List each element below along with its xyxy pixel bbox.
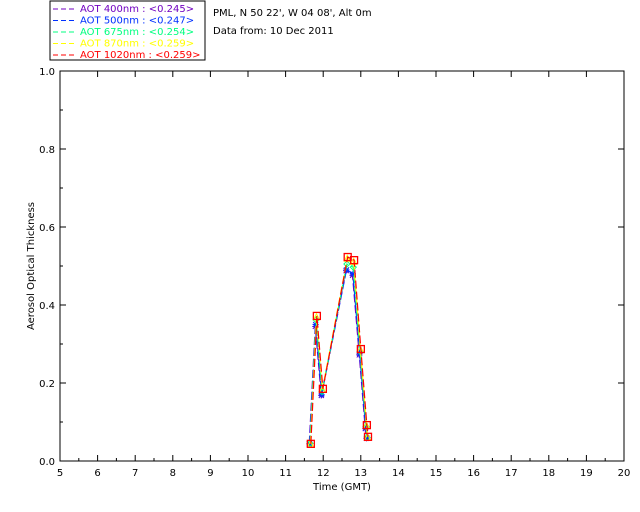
data-point-star <box>363 434 370 441</box>
x-tick-label: 8 <box>170 468 176 479</box>
legend-entry: AOT 870nm : <0.259> <box>80 39 194 50</box>
data-point-square <box>306 439 315 448</box>
x-tick-label: 16 <box>467 468 480 479</box>
x-tick-label: 9 <box>207 468 213 479</box>
series-4 <box>306 252 373 448</box>
legend-entry: AOT 500nm : <0.247> <box>80 16 194 27</box>
x-tick-label: 20 <box>618 468 631 479</box>
legend-entry: AOT 1020nm : <0.259> <box>80 50 200 61</box>
x-tick-label: 12 <box>317 468 330 479</box>
x-tick-label: 14 <box>392 468 405 479</box>
y-tick-label: 0.2 <box>39 379 55 390</box>
data-point-star <box>343 266 350 273</box>
legend-entry: AOT 675nm : <0.254> <box>80 27 194 38</box>
x-tick-label: 6 <box>94 468 100 479</box>
x-tick-label: 13 <box>354 468 367 479</box>
y-tick-label: 0.0 <box>39 457 55 468</box>
legend-entry: AOT 400nm : <0.245> <box>80 4 194 15</box>
series-line <box>308 269 367 444</box>
data-point-square <box>349 255 359 265</box>
data-point-square <box>318 384 328 394</box>
data-point-triangle <box>349 257 358 265</box>
x-axis-label: Time (GMT) <box>312 482 371 493</box>
data-point-diamond <box>343 260 351 268</box>
x-tick-label: 15 <box>430 468 443 479</box>
data-point-star <box>349 270 356 277</box>
x-tick-label: 19 <box>580 468 593 479</box>
y-tick-label: 0.8 <box>39 145 55 156</box>
y-tick-label: 0.6 <box>39 223 55 234</box>
data-point-diamond <box>349 263 357 271</box>
x-tick-label: 7 <box>132 468 138 479</box>
date-text: Data from: 10 Dec 2011 <box>213 26 334 37</box>
data-point-star <box>362 424 369 431</box>
y-tick-label: 1.0 <box>39 67 55 78</box>
data-point-square <box>356 344 365 354</box>
y-axis-label: Aerosol Optical Thickness <box>26 202 37 330</box>
series-line <box>309 263 368 444</box>
data-point-square <box>363 432 373 441</box>
data-point-star <box>312 321 319 328</box>
plot-frame <box>59 70 625 462</box>
x-tick-label: 18 <box>542 468 555 479</box>
data-point-square <box>362 420 372 430</box>
location-text: PML, N 50 22', W 04 08', Alt 0m <box>213 8 372 19</box>
y-tick-label: 0.4 <box>39 301 55 312</box>
data-point-square <box>312 311 322 321</box>
x-tick-label: 10 <box>242 468 255 479</box>
x-tick-label: 17 <box>505 468 518 479</box>
legend-box <box>49 0 206 61</box>
series-line <box>309 268 368 444</box>
x-tick-label: 11 <box>279 468 292 479</box>
series-line <box>310 256 369 444</box>
x-tick-label: 5 <box>57 468 63 479</box>
